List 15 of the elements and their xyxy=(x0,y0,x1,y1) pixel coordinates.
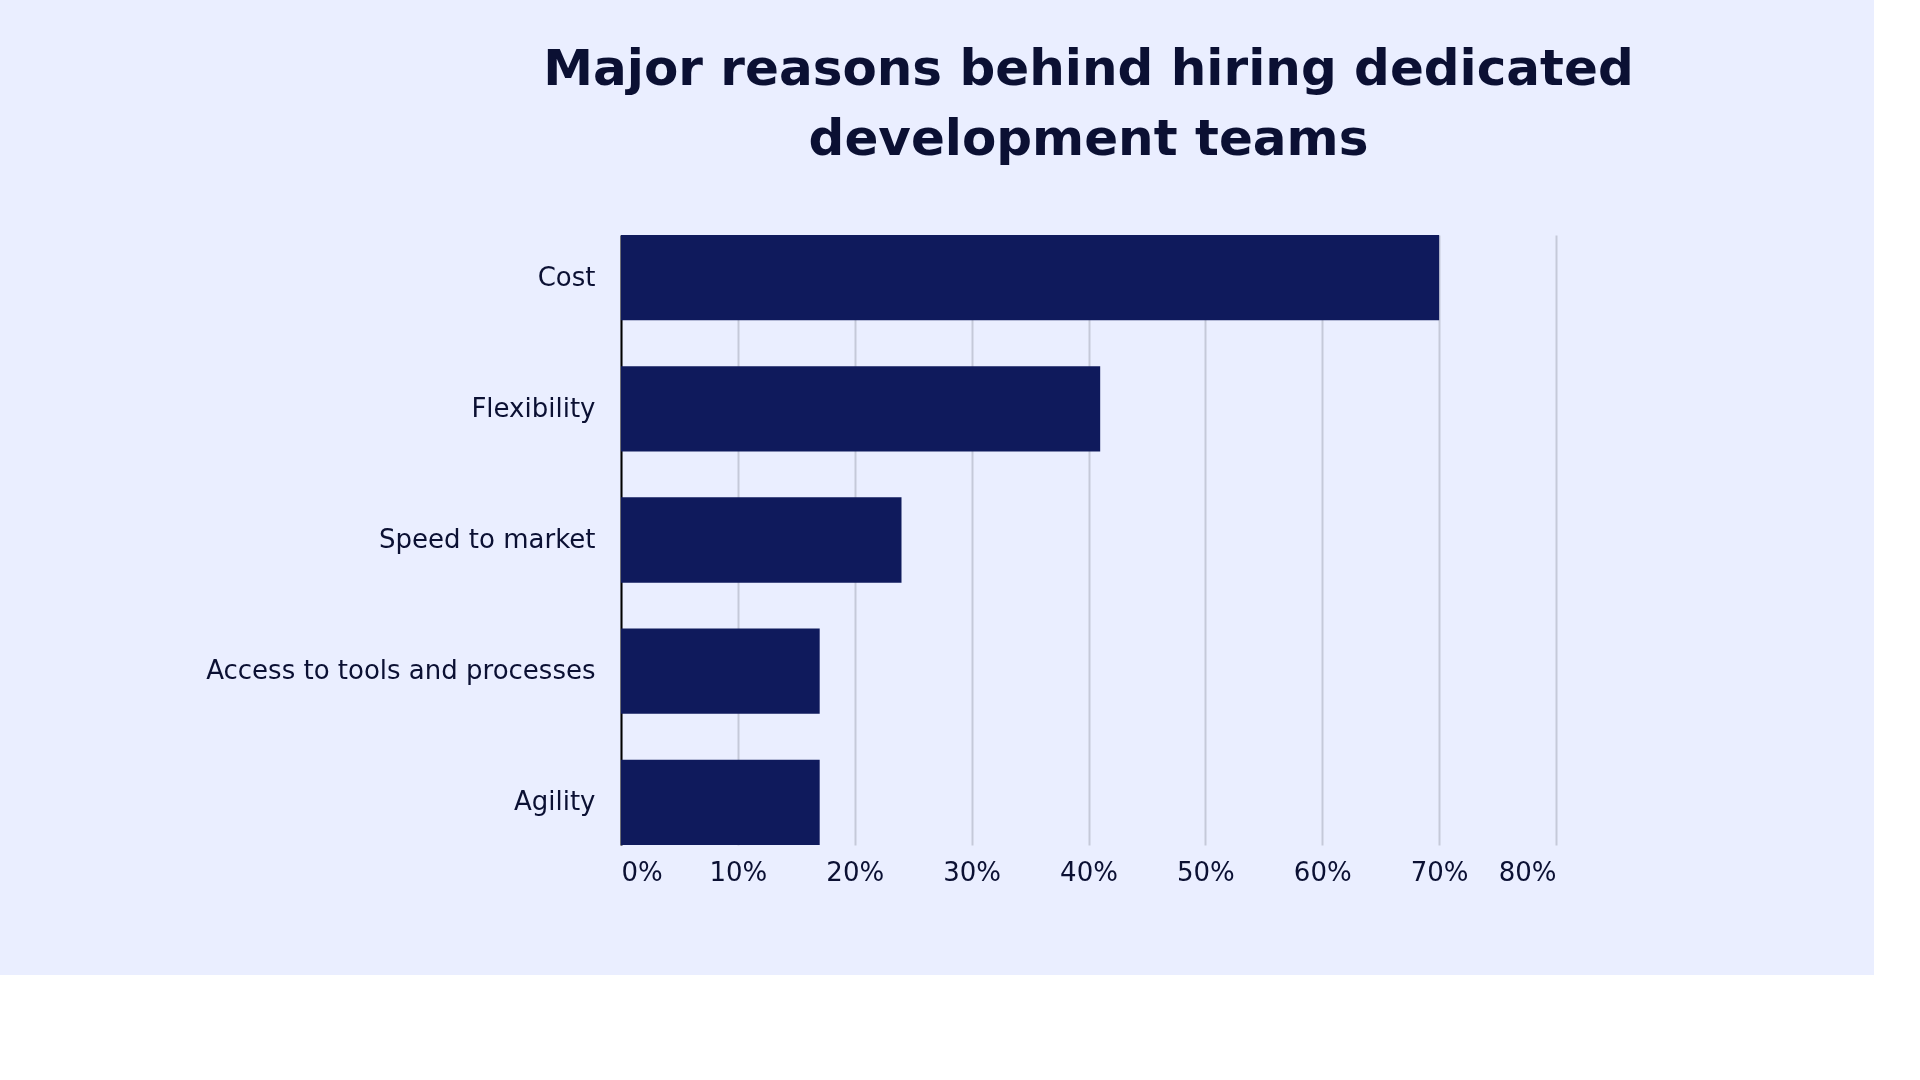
x-tick-label: 20% xyxy=(826,856,885,887)
x-tick-label: 40% xyxy=(1060,856,1118,887)
y-tick-label: Flexibility xyxy=(471,392,596,423)
y-tick-label: Agility xyxy=(513,786,596,817)
y-tick-label: Speed to market xyxy=(379,524,596,554)
x-tick-label: 0% xyxy=(621,856,663,887)
y-tick-label: Cost xyxy=(537,261,596,292)
y-tick-label: Access to tools and processes xyxy=(206,655,596,686)
x-tick-label: 80% xyxy=(1498,856,1557,887)
x-tick-label: 60% xyxy=(1293,856,1352,887)
x-tick-label: 30% xyxy=(943,856,1002,887)
x-tick-label: 10% xyxy=(709,856,768,887)
chart-title: Major reasons behind hiring dedicated development teams xyxy=(543,39,1634,167)
x-tick-label: 50% xyxy=(1176,856,1235,887)
x-tick-label: 70% xyxy=(1410,856,1469,887)
